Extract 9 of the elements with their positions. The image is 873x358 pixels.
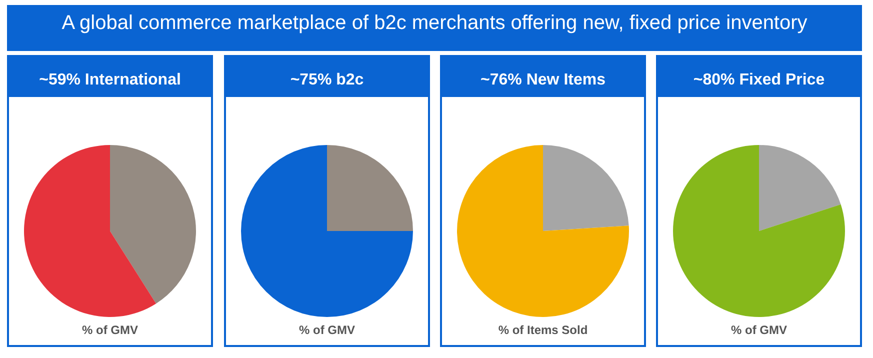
text: A global commerce marketplace of b2c merchants offering new, fixed price inventory xyxy=(62,12,808,34)
text: % of Items Sold xyxy=(498,323,588,337)
text: % of GMV xyxy=(82,323,138,337)
text: % of GMV xyxy=(299,323,355,337)
chart-title: ~76% New Items xyxy=(480,72,606,88)
chart-title: ~59% International xyxy=(39,72,181,88)
chart-title: ~75% b2c xyxy=(290,72,364,88)
text: % of GMV xyxy=(731,323,787,337)
chart-title: ~80% Fixed Price xyxy=(693,72,825,88)
